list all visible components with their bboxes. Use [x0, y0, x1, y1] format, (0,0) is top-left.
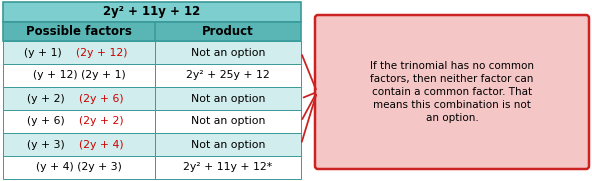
Text: (y + 3): (y + 3): [27, 140, 68, 150]
Text: (y + 6): (y + 6): [27, 117, 68, 127]
Text: 2y² + 25y + 12: 2y² + 25y + 12: [186, 71, 270, 81]
Text: Not an option: Not an option: [191, 47, 265, 58]
Text: (y + 12) (2y + 1): (y + 12) (2y + 1): [33, 71, 126, 81]
Text: (2y + 12): (2y + 12): [76, 47, 127, 58]
Text: Not an option: Not an option: [191, 117, 265, 127]
Bar: [3, 133, 155, 156]
Bar: [3, 156, 155, 179]
Bar: [155, 110, 301, 133]
Bar: [3, 110, 155, 133]
Text: (2y + 4): (2y + 4): [79, 140, 124, 150]
Text: Possible factors: Possible factors: [26, 25, 132, 38]
Text: (y + 1): (y + 1): [24, 47, 65, 58]
Bar: [155, 41, 301, 64]
Bar: [3, 2, 301, 22]
Bar: [155, 156, 301, 179]
Bar: [3, 22, 301, 41]
Text: (y + 4) (2y + 3): (y + 4) (2y + 3): [36, 163, 122, 172]
Bar: [155, 87, 301, 110]
Bar: [3, 41, 155, 64]
Text: 2y² + 11y + 12*: 2y² + 11y + 12*: [184, 163, 272, 172]
Text: Not an option: Not an option: [191, 140, 265, 150]
Text: (2y + 6): (2y + 6): [79, 94, 124, 104]
Bar: [155, 133, 301, 156]
Text: Not an option: Not an option: [191, 94, 265, 104]
Bar: [3, 87, 155, 110]
Bar: [155, 64, 301, 87]
Bar: [3, 64, 155, 87]
Text: (2y + 2): (2y + 2): [79, 117, 124, 127]
Text: If the trinomial has no common
factors, then neither factor can
contain a common: If the trinomial has no common factors, …: [370, 61, 534, 123]
Text: (y + 2): (y + 2): [27, 94, 68, 104]
Text: Product: Product: [202, 25, 254, 38]
Text: 2y² + 11y + 12: 2y² + 11y + 12: [104, 5, 201, 18]
FancyBboxPatch shape: [315, 15, 589, 169]
